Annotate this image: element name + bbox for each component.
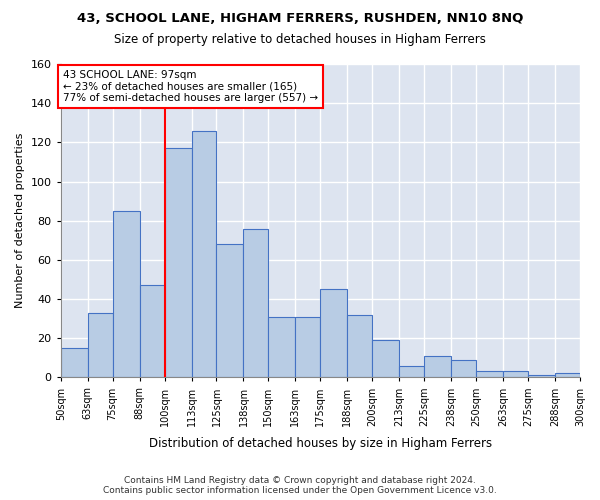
- Text: Size of property relative to detached houses in Higham Ferrers: Size of property relative to detached ho…: [114, 32, 486, 46]
- Bar: [164, 148, 191, 378]
- Bar: [372, 340, 399, 378]
- Bar: [347, 314, 372, 378]
- Bar: [399, 366, 424, 378]
- Bar: [555, 374, 580, 378]
- Bar: [244, 228, 268, 378]
- Text: 43, SCHOOL LANE, HIGHAM FERRERS, RUSHDEN, NN10 8NQ: 43, SCHOOL LANE, HIGHAM FERRERS, RUSHDEN…: [77, 12, 523, 26]
- Bar: [424, 356, 451, 378]
- Bar: [503, 372, 528, 378]
- X-axis label: Distribution of detached houses by size in Higham Ferrers: Distribution of detached houses by size …: [149, 437, 492, 450]
- Y-axis label: Number of detached properties: Number of detached properties: [15, 133, 25, 308]
- Text: Contains HM Land Registry data © Crown copyright and database right 2024.
Contai: Contains HM Land Registry data © Crown c…: [103, 476, 497, 495]
- Bar: [113, 211, 140, 378]
- Bar: [476, 372, 503, 378]
- Bar: [528, 376, 555, 378]
- Text: 43 SCHOOL LANE: 97sqm
← 23% of detached houses are smaller (165)
77% of semi-det: 43 SCHOOL LANE: 97sqm ← 23% of detached …: [63, 70, 318, 103]
- Bar: [140, 286, 164, 378]
- Bar: [217, 244, 244, 378]
- Bar: [88, 312, 113, 378]
- Bar: [61, 348, 88, 378]
- Bar: [320, 289, 347, 378]
- Bar: [295, 316, 320, 378]
- Bar: [268, 316, 295, 378]
- Bar: [451, 360, 476, 378]
- Bar: [191, 130, 217, 378]
